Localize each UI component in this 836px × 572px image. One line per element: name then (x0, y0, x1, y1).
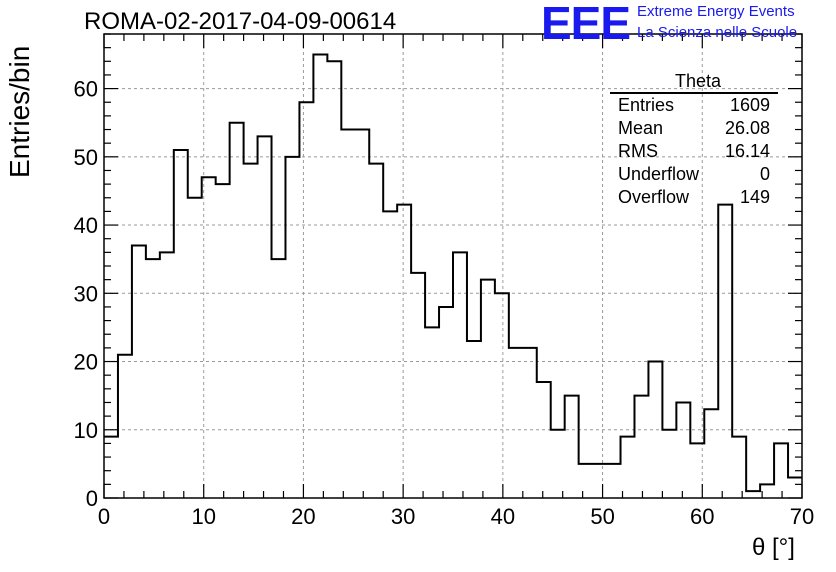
y-tick-label: 10 (74, 418, 98, 443)
stats-value: 26.08 (724, 118, 770, 138)
y-axis-label: Entries/bin (4, 45, 35, 178)
x-tick-label: 50 (590, 504, 614, 529)
y-tick-label: 30 (74, 281, 98, 306)
eee-logo-mark: EEE (541, 0, 631, 49)
stats-key: Underflow (618, 164, 700, 184)
y-tick-label: 20 (74, 350, 98, 375)
y-tick-label: 0 (86, 486, 98, 511)
stats-box: Theta Entries 1609 Mean 26.08 RMS 16.14 … (610, 70, 778, 209)
histogram-series (104, 53, 802, 493)
y-tick-label: 50 (74, 145, 98, 170)
x-tick-label: 20 (291, 504, 315, 529)
y-tick-label: 40 (74, 213, 98, 238)
stats-row-mean: Mean 26.08 (610, 117, 778, 140)
logo-line-2: La Scienza nelle Scuole (637, 24, 798, 41)
x-tick-label: 0 (98, 504, 110, 529)
stats-row-underflow: Underflow 0 (610, 163, 778, 186)
x-tick-label: 70 (790, 504, 814, 529)
x-tick-label: 30 (391, 504, 415, 529)
stats-key: Overflow (618, 187, 690, 207)
stats-key: RMS (618, 141, 658, 161)
stats-key: Entries (618, 95, 675, 115)
stats-row-entries: Entries 1609 (610, 94, 778, 117)
stats-value: 149 (739, 187, 770, 207)
stats-value: 1609 (729, 95, 770, 115)
chart-title: ROMA-02-2017-04-09-00614 (84, 8, 397, 35)
x-tick-label: 10 (191, 504, 215, 529)
x-tick-label: 40 (491, 504, 515, 529)
stats-value: 0 (759, 164, 770, 184)
stats-row-overflow: Overflow 149 (610, 186, 778, 209)
axes: 0 10 20 30 40 50 60 70 0 10 20 30 40 50 60 (74, 33, 814, 529)
histogram-line (104, 53, 802, 493)
logo-line-1: Extreme Energy Events (637, 3, 795, 20)
stats-title: Theta (610, 70, 778, 94)
y-tick-label: 60 (74, 77, 98, 102)
grid-lines (104, 34, 802, 498)
stats-value: 16.14 (724, 141, 770, 161)
x-axis-label: θ [°] (752, 534, 795, 561)
x-tick-label: 60 (690, 504, 714, 529)
stats-row-rms: RMS 16.14 (610, 140, 778, 163)
stats-key: Mean (618, 118, 664, 138)
